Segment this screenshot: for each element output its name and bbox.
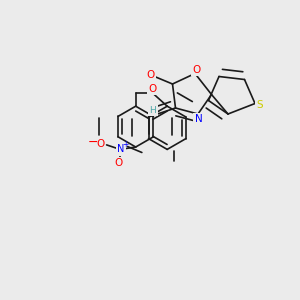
Text: S: S	[256, 100, 263, 110]
Text: O: O	[115, 158, 123, 169]
Text: O: O	[148, 84, 156, 94]
Text: N: N	[195, 114, 203, 124]
Text: H: H	[150, 106, 156, 115]
Text: O: O	[192, 65, 201, 75]
Text: −: −	[87, 136, 98, 149]
Text: N: N	[117, 144, 124, 154]
Text: O: O	[96, 139, 104, 149]
Text: +: +	[122, 140, 128, 149]
Text: O: O	[147, 70, 155, 80]
